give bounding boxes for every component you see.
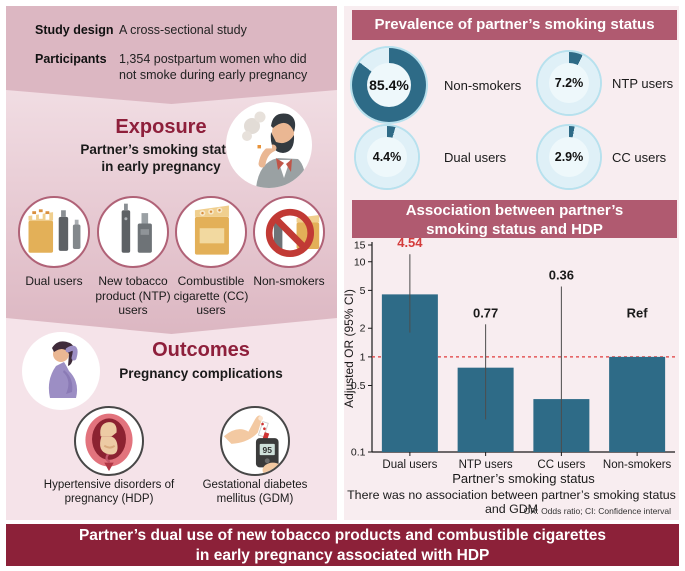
gdm-footnote: There was no association between partner… bbox=[347, 488, 676, 516]
smoking-man-icon bbox=[242, 111, 306, 188]
association-title-line1: Association between partner’s bbox=[405, 202, 624, 219]
ntp-users-circle bbox=[97, 196, 169, 268]
group-label-cc: Combustible cigarette (CC) users bbox=[173, 274, 249, 318]
donut-non-smokers-value: 85.4% bbox=[367, 63, 411, 107]
group-label-nonsmokers: Non-smokers bbox=[253, 274, 325, 288]
donut-ntp-users-value: 7.2% bbox=[549, 63, 589, 103]
non-smokers-circle bbox=[253, 196, 325, 268]
donut-cc-users-value: 2.9% bbox=[549, 137, 589, 177]
cc-users-circle bbox=[175, 196, 247, 268]
gdm-circle: 95 bbox=[220, 406, 290, 476]
fetus-icon bbox=[85, 413, 133, 472]
donut-non-smokers-label: Non-smokers bbox=[444, 78, 522, 93]
dual-users-circle bbox=[18, 196, 90, 268]
svg-text:Partner’s smoking status: Partner’s smoking status bbox=[452, 471, 595, 486]
glucose-meter-icon: 95 bbox=[223, 415, 284, 474]
donut-cc-users-label: CC users bbox=[612, 150, 667, 165]
svg-text:10: 10 bbox=[354, 256, 366, 268]
svg-text:15: 15 bbox=[354, 240, 366, 252]
svg-text:Dual users: Dual users bbox=[382, 459, 437, 471]
conclusion-banner: Partner’s dual use of new tobacco produc… bbox=[6, 524, 679, 566]
donut-dual-users: 4.4% bbox=[356, 126, 418, 188]
outcomes-heading: Outcomes bbox=[152, 339, 250, 361]
svg-text:2: 2 bbox=[360, 323, 366, 335]
association-banner: Association between partner’s smoking st… bbox=[352, 200, 677, 238]
study-design-label: Study design bbox=[35, 23, 114, 37]
donut-dual-users-label: Dual users bbox=[444, 150, 507, 165]
svg-text:Non-smokers: Non-smokers bbox=[603, 459, 672, 471]
glucose-reading: 95 bbox=[263, 445, 273, 455]
abbreviations-note: OR: Odds ratio; CI: Confidence interval bbox=[523, 506, 671, 516]
donut-cc-users: 2.9% bbox=[538, 126, 600, 188]
svg-text:NTP users: NTP users bbox=[459, 459, 513, 471]
participants-label: Participants bbox=[35, 52, 107, 66]
pregnant-woman-icon bbox=[48, 341, 78, 398]
svg-text:0.77: 0.77 bbox=[473, 305, 498, 320]
conclusion-line2: in early pregnancy associated with HDP bbox=[195, 547, 490, 565]
non-smokers-icon bbox=[265, 208, 320, 258]
gdm-label: Gestational diabetes mellitus (GDM) bbox=[202, 479, 308, 506]
prevalence-banner: Prevalence of partner’s smoking status bbox=[352, 10, 677, 40]
exposure-subheading: Partner’s smoking status in early pregna… bbox=[51, 142, 271, 176]
participants-value: 1,354 postpartum women who did not smoke… bbox=[119, 52, 308, 82]
svg-text:0.1: 0.1 bbox=[351, 447, 366, 459]
smoking-man-illustration bbox=[226, 102, 312, 188]
left-panel-content: Study design A cross-sectional study Par… bbox=[6, 6, 337, 520]
svg-text:4.54: 4.54 bbox=[397, 235, 423, 250]
hdp-label: Hypertensive disorders of pregnancy (HDP… bbox=[43, 479, 175, 506]
donut-ntp-users-label: NTP users bbox=[612, 76, 674, 91]
hdp-bar-chart: 15 10 5 2 1 0.5 0.1 4.54 Dual users 0.77 NTP users… bbox=[344, 235, 675, 486]
outcomes-subheading: Pregnancy complications bbox=[119, 366, 283, 381]
association-title-line2: smoking status and HDP bbox=[426, 221, 603, 238]
left-panel: Study design A cross-sectional study Par… bbox=[6, 6, 337, 520]
svg-text:1: 1 bbox=[360, 351, 366, 363]
exposure-subheading-line1: Partner’s smoking status bbox=[80, 142, 242, 157]
dual-users-icon bbox=[28, 209, 81, 253]
conclusion-line1: Partner’s dual use of new tobacco produc… bbox=[78, 527, 607, 544]
exposure-heading: Exposure bbox=[115, 116, 207, 138]
svg-text:CC users: CC users bbox=[537, 459, 585, 471]
svg-text:Ref: Ref bbox=[627, 305, 649, 320]
cc-users-icon bbox=[194, 205, 229, 255]
donut-ntp-users: 7.2% bbox=[538, 52, 600, 114]
study-header-background bbox=[6, 6, 337, 104]
pregnant-woman-illustration bbox=[22, 332, 100, 410]
donut-dual-users-value: 4.4% bbox=[367, 137, 407, 177]
donut-non-smokers: 85.4% bbox=[352, 48, 426, 122]
right-panel: Prevalence of partner’s smoking status 8… bbox=[344, 6, 679, 520]
group-label-dual: Dual users bbox=[25, 274, 83, 288]
exposure-subheading-line2: in early pregnancy bbox=[101, 158, 221, 174]
svg-text:Adjusted OR (95% CI): Adjusted OR (95% CI) bbox=[344, 289, 356, 408]
svg-text:0.36: 0.36 bbox=[549, 267, 574, 282]
study-design-value: A cross-sectional study bbox=[119, 23, 247, 37]
svg-text:0.5: 0.5 bbox=[351, 380, 366, 392]
ntp-users-icon bbox=[121, 203, 152, 253]
svg-text:5: 5 bbox=[360, 285, 366, 297]
hdp-circle bbox=[74, 406, 144, 476]
group-label-ntp: New tobacco product (NTP) users bbox=[95, 274, 171, 318]
